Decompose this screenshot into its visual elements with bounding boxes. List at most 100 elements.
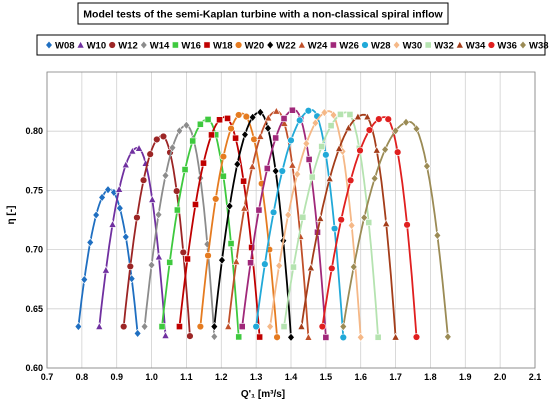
data-point [365, 126, 374, 134]
data-point [224, 322, 233, 330]
data-point [210, 332, 219, 342]
data-point [154, 252, 163, 261]
data-point [140, 322, 149, 332]
data-point [121, 160, 130, 169]
data-point [108, 219, 117, 228]
x-tick-label: 0.8 [76, 372, 89, 382]
series-w20 [196, 111, 281, 341]
legend-entry-label: W28 [371, 41, 391, 52]
y-tick-label: 0.65 [25, 304, 43, 314]
data-point [296, 116, 304, 124]
data-point [304, 332, 313, 341]
series-w36 [318, 115, 421, 341]
axes: 0.7 0.8 0.9 1.0 1.1 1.2 1.3 1.4 1.5 1.6 1.7 1.8 1.9 2… [25, 71, 541, 382]
data-point [318, 322, 327, 331]
data-point [134, 143, 144, 152]
legend-entry-label: W32 [434, 41, 454, 52]
data-point [347, 221, 356, 230]
data-point [212, 195, 220, 203]
legend-entry-label: W38 [529, 41, 549, 52]
series-w34 [297, 112, 400, 341]
data-point [200, 159, 207, 167]
data-point [95, 322, 104, 330]
data-point [349, 262, 358, 272]
data-point [275, 261, 283, 271]
data-point [153, 135, 161, 144]
series-w16 [158, 116, 243, 341]
data-point [166, 258, 174, 266]
y-tick-label: 0.80 [25, 126, 43, 136]
data-point [271, 166, 280, 176]
data-point [232, 257, 241, 265]
data-point [261, 260, 269, 268]
series-w32 [280, 110, 382, 341]
data-point [233, 159, 242, 169]
legend-entry-label: W10 [87, 41, 107, 52]
data-point [248, 162, 257, 170]
data-point [240, 177, 247, 185]
x-tick-label: 1.7 [389, 372, 402, 382]
series-w28 [252, 107, 347, 342]
data-point [119, 322, 128, 331]
x-tick-label: 0.7 [41, 372, 54, 382]
data-point [161, 171, 170, 181]
data-point [158, 323, 166, 330]
data-point [375, 115, 383, 123]
x-tick-label: 1.3 [250, 372, 263, 382]
data-point [86, 237, 95, 247]
legend-marker [45, 40, 53, 50]
data-point [264, 123, 272, 133]
data-point [327, 122, 335, 130]
data-point [255, 206, 263, 214]
legend-entry-label: W22 [276, 41, 296, 52]
x-tick-label: 1.8 [424, 372, 437, 382]
data-point [339, 333, 347, 342]
data-point [381, 145, 389, 154]
data-point [272, 134, 280, 142]
data-point [287, 332, 295, 342]
legend-marker [424, 41, 432, 49]
data-point [304, 107, 313, 115]
data-point [104, 185, 112, 195]
data-point [175, 126, 184, 136]
data-point [172, 187, 181, 195]
data-point [252, 322, 260, 331]
data-point [256, 131, 265, 140]
data-point [154, 210, 163, 220]
legend-entry-label: W34 [466, 41, 486, 52]
data-point [322, 333, 330, 341]
data-point [115, 184, 124, 193]
legend-entry-label: W08 [55, 41, 75, 52]
legend-marker [108, 41, 116, 49]
data-point [328, 264, 336, 273]
legend-entry-label: W30 [403, 41, 423, 52]
data-point [219, 172, 227, 180]
data-point [346, 176, 355, 185]
legend-entry-label: W12 [118, 41, 138, 52]
data-point [182, 120, 191, 130]
legend-entry-label: W16 [181, 41, 201, 52]
data-point [256, 107, 265, 117]
legend-marker [519, 40, 527, 50]
data-point [335, 144, 344, 152]
legend-marker [172, 41, 179, 49]
data-point [216, 116, 223, 124]
data-point [208, 131, 215, 139]
data-point [288, 160, 297, 169]
data-point [139, 176, 148, 184]
legend-marker [329, 41, 337, 49]
data-point [353, 112, 363, 121]
data-point [288, 106, 296, 114]
data-point [173, 206, 181, 214]
data-point [356, 146, 364, 155]
data-point [318, 143, 326, 150]
data-point [235, 333, 243, 341]
data-point [311, 118, 320, 128]
data-point [402, 117, 410, 127]
legend-entry-label: W18 [213, 41, 233, 52]
data-point [238, 323, 246, 330]
data-point [272, 106, 281, 115]
legend-marker [392, 40, 401, 50]
